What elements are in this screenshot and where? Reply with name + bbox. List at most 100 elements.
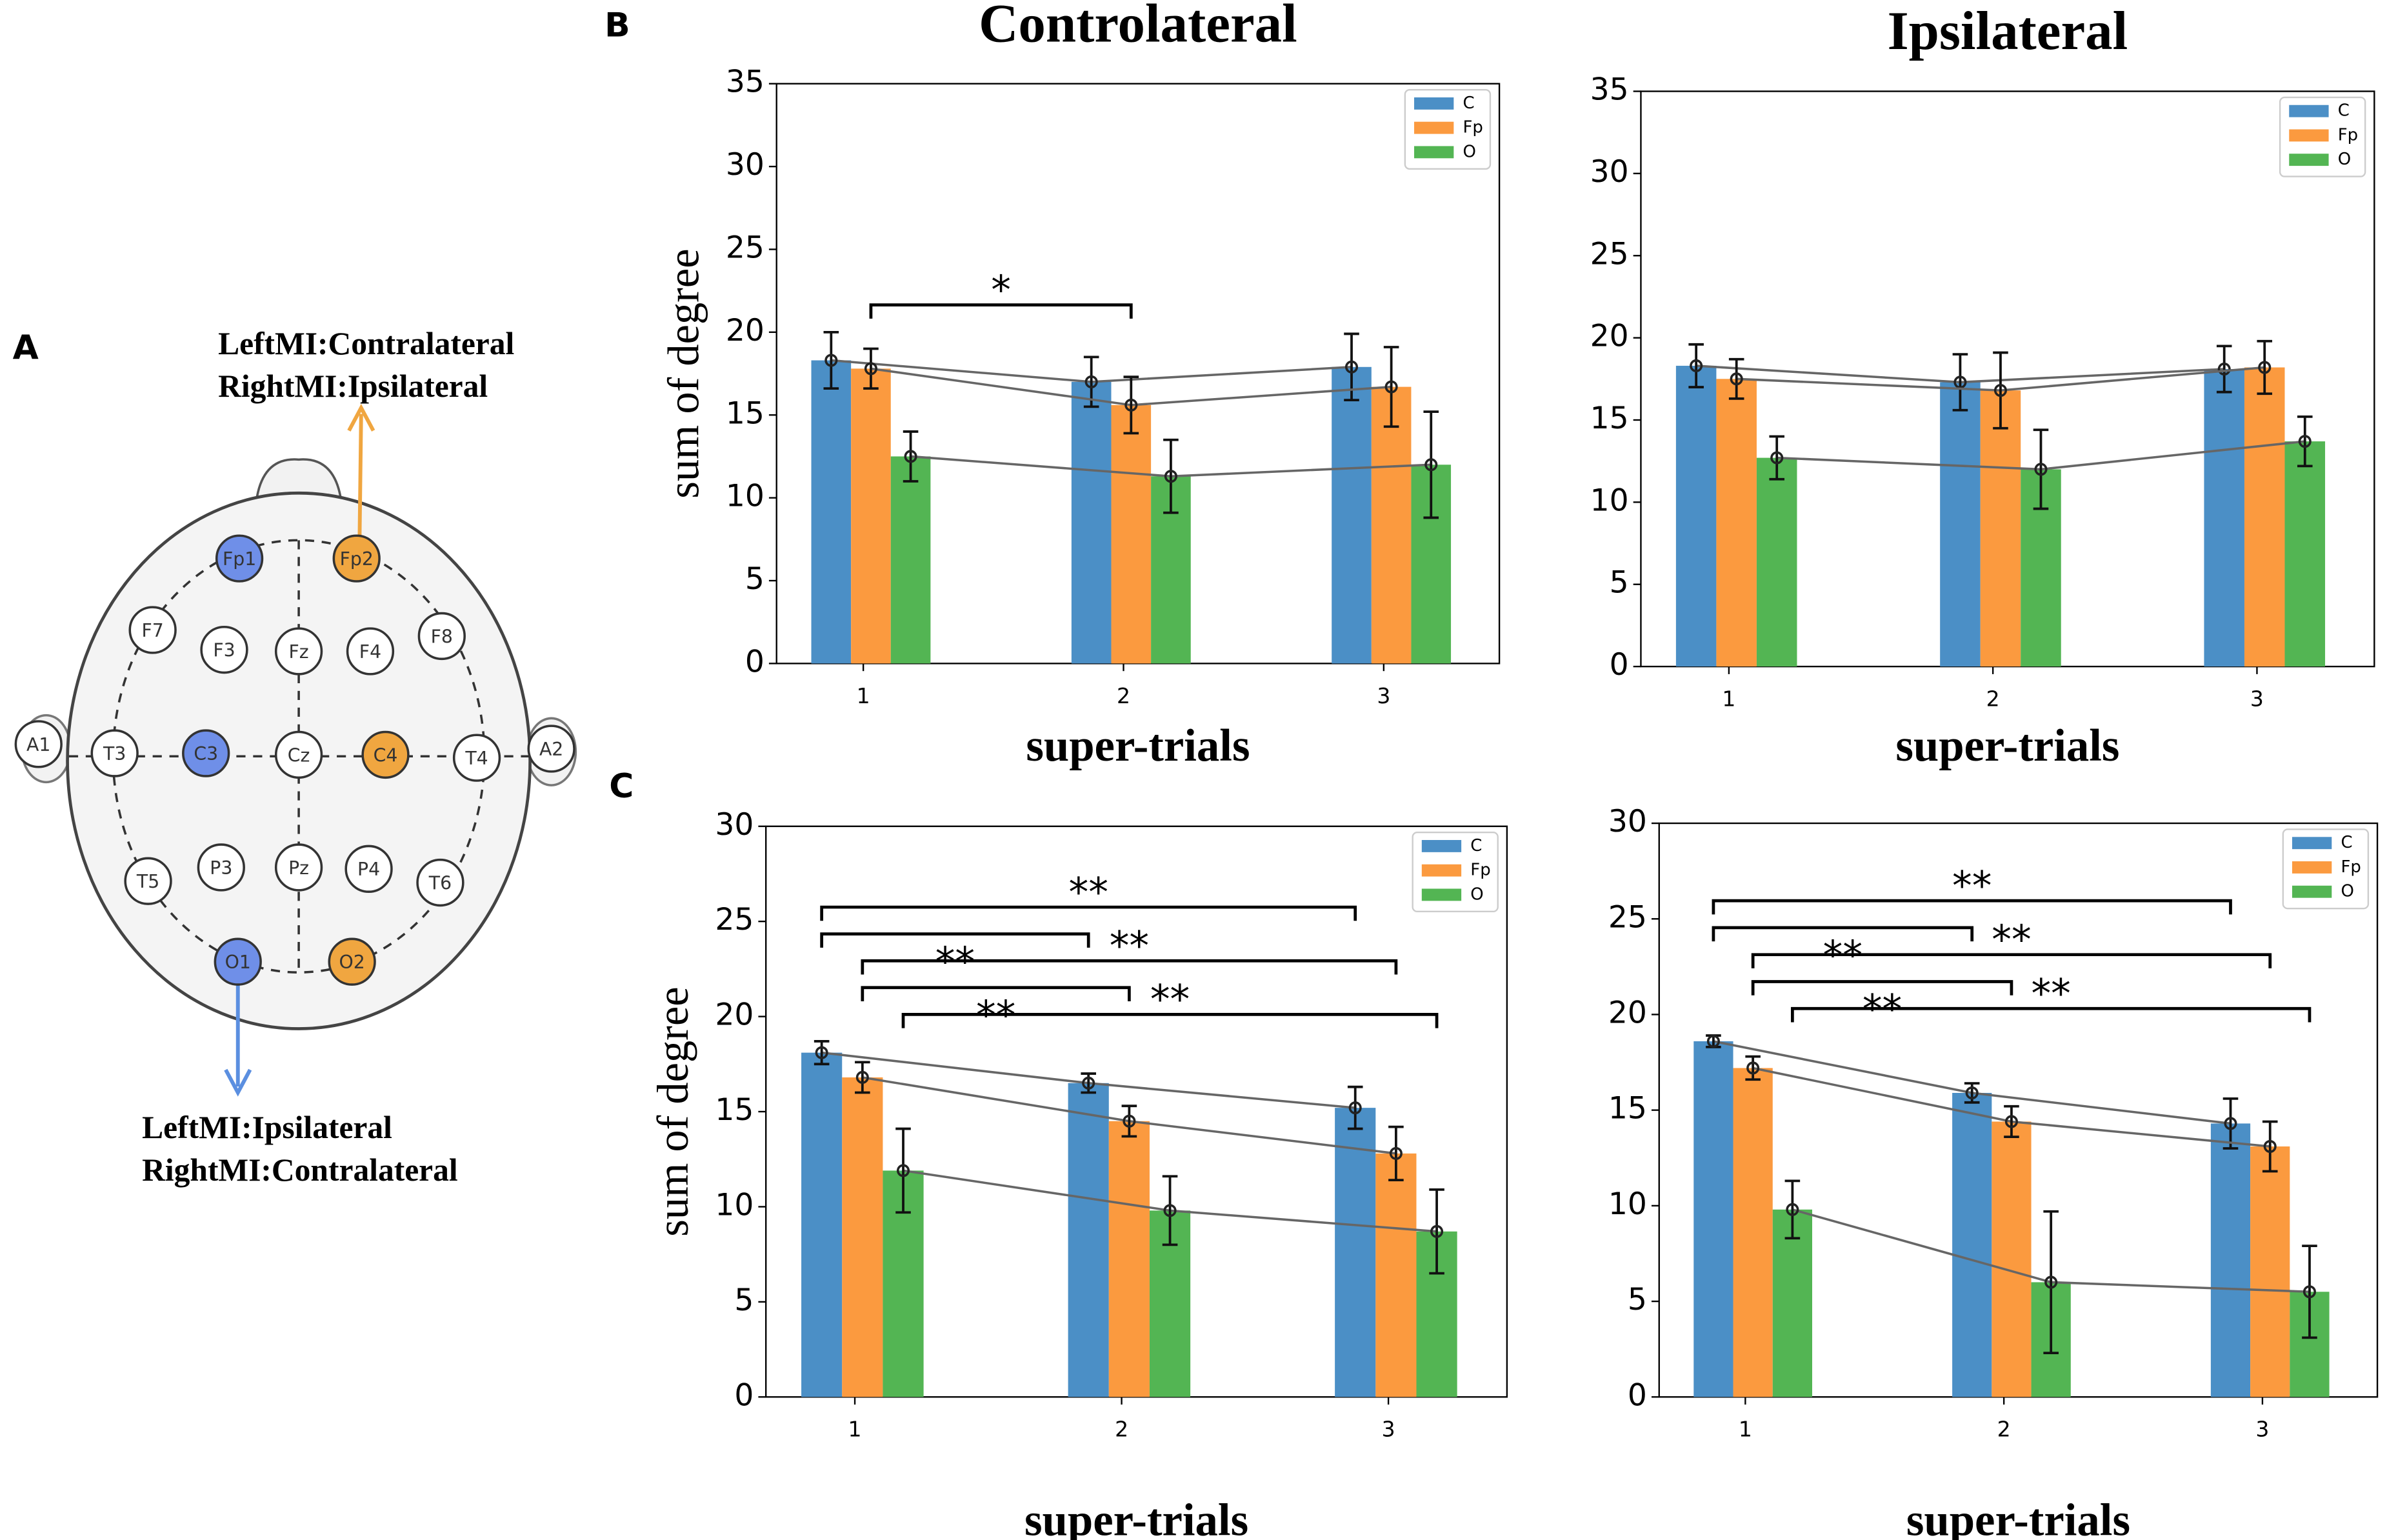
x-tick-label: 2 <box>1986 686 2000 712</box>
y-tick-label: 30 <box>1590 154 1629 190</box>
legend-label: C <box>1463 94 1474 113</box>
error-bar <box>1388 1125 1404 1182</box>
diagram-text: RightMI:Ipsilateral <box>218 368 488 404</box>
legend-swatch <box>2289 129 2329 142</box>
mean-marker <box>2224 1117 2237 1130</box>
mean-marker <box>1389 1146 1403 1160</box>
y-tick-label: 25 <box>715 902 754 937</box>
electrode <box>124 857 172 905</box>
bar <box>2244 367 2285 667</box>
error-bar <box>1423 410 1439 519</box>
legend-swatch <box>1421 840 1462 852</box>
error-bar <box>1728 357 1744 400</box>
bar <box>1772 1209 1812 1397</box>
legend-label: C <box>1470 836 1482 855</box>
legend-swatch <box>1421 888 1462 901</box>
electrode <box>214 937 262 986</box>
error-bar <box>1121 1105 1137 1138</box>
mean-marker <box>2302 1285 2316 1299</box>
electrode-label: Fz <box>289 641 309 663</box>
error-bar <box>1383 346 1399 428</box>
error-bar <box>1745 1055 1761 1081</box>
y-tick-label: 5 <box>745 561 764 597</box>
mean-marker <box>1770 451 1784 465</box>
error-bar <box>1347 1085 1363 1130</box>
bar <box>1980 390 2021 667</box>
bar <box>1375 1153 1417 1397</box>
error-bar <box>895 1127 911 1214</box>
electrode <box>527 725 575 773</box>
electrode <box>417 612 466 661</box>
mean-marker <box>1965 1086 1979 1100</box>
error-bar <box>1429 1188 1444 1275</box>
mean-marker <box>2258 361 2272 374</box>
electrode-label: C4 <box>374 745 398 766</box>
error-bar <box>814 1040 830 1066</box>
x-axis-label: super-trials <box>1895 721 2119 771</box>
electrode-label: C3 <box>194 743 218 765</box>
bar <box>2210 1123 2251 1397</box>
legend-swatch <box>1421 864 1462 877</box>
electrode-label: T5 <box>136 871 159 892</box>
bar <box>1733 1068 1773 1397</box>
mean-marker <box>1164 470 1177 483</box>
y-tick-label: 25 <box>1590 236 1629 272</box>
y-tick-label: 15 <box>715 1092 754 1128</box>
y-tick-label: 15 <box>1608 1091 1647 1126</box>
legend-label: O <box>2341 882 2353 901</box>
legend-label: Fp <box>1470 861 1490 880</box>
arrow-head <box>224 1068 252 1097</box>
bar <box>842 1077 883 1397</box>
y-tick-label: 10 <box>726 479 764 514</box>
legend-label: Fp <box>2338 125 2358 145</box>
significance-bracket <box>1791 1006 2312 1023</box>
significance-label: ** <box>2032 971 2071 1017</box>
x-axis-label: super-trials <box>1026 721 1250 771</box>
error-bar <box>1993 351 2008 430</box>
bar <box>1693 1041 1733 1397</box>
significance-bracket <box>1751 953 2272 968</box>
electrode <box>274 730 323 779</box>
y-tick-label: 35 <box>726 65 764 100</box>
electrode-label: T4 <box>464 748 488 769</box>
error-bar <box>1123 375 1139 435</box>
mean-marker <box>2263 1139 2277 1154</box>
legend-swatch <box>2289 154 2329 166</box>
legend-swatch <box>1414 121 1454 134</box>
electrode <box>452 734 501 782</box>
electrode-diagram: Fp1 Fp2 F7 F3 Fz F4 F8 A1 T3 C3 Cz C4 T4 A2 T5 P3 Pz P4 T6… <box>14 403 577 1097</box>
x-axis-label: super-trials <box>1024 1495 1248 1540</box>
mean-marker <box>855 1070 869 1084</box>
y-tick-label: 10 <box>715 1187 754 1223</box>
x-tick-label: 1 <box>1739 1417 1752 1442</box>
y-tick-label: 0 <box>745 644 764 679</box>
chart-title: Controlateral <box>979 0 1297 54</box>
nose <box>255 458 343 504</box>
y-tick-label: 20 <box>715 997 754 1033</box>
mean-marker <box>1993 384 2007 397</box>
legend-label: Fp <box>2341 857 2361 877</box>
electrode <box>128 606 177 654</box>
x-tick-label: 1 <box>1722 686 1735 712</box>
significance-bracket <box>820 905 1357 921</box>
error-bar <box>2257 339 2273 395</box>
y-tick-label: 30 <box>1608 804 1647 839</box>
x-tick-label: 3 <box>1382 1417 1395 1442</box>
electrode-label: P4 <box>357 859 380 880</box>
legend-swatch <box>2292 837 2332 850</box>
y-tick-label: 35 <box>1590 72 1629 108</box>
legend-label: O <box>2338 150 2351 169</box>
bar <box>1952 1092 1992 1397</box>
error-bar <box>2262 1120 2278 1173</box>
bar <box>1675 365 1717 667</box>
legend-swatch <box>2289 105 2329 117</box>
electrode-label: A1 <box>26 734 50 755</box>
bar <box>2204 369 2244 667</box>
bar <box>1756 457 1797 667</box>
error-bar <box>1952 353 1968 412</box>
electrode-label: P3 <box>210 857 232 879</box>
bar <box>1111 405 1152 664</box>
electrode <box>361 730 410 779</box>
bar <box>1371 386 1412 664</box>
